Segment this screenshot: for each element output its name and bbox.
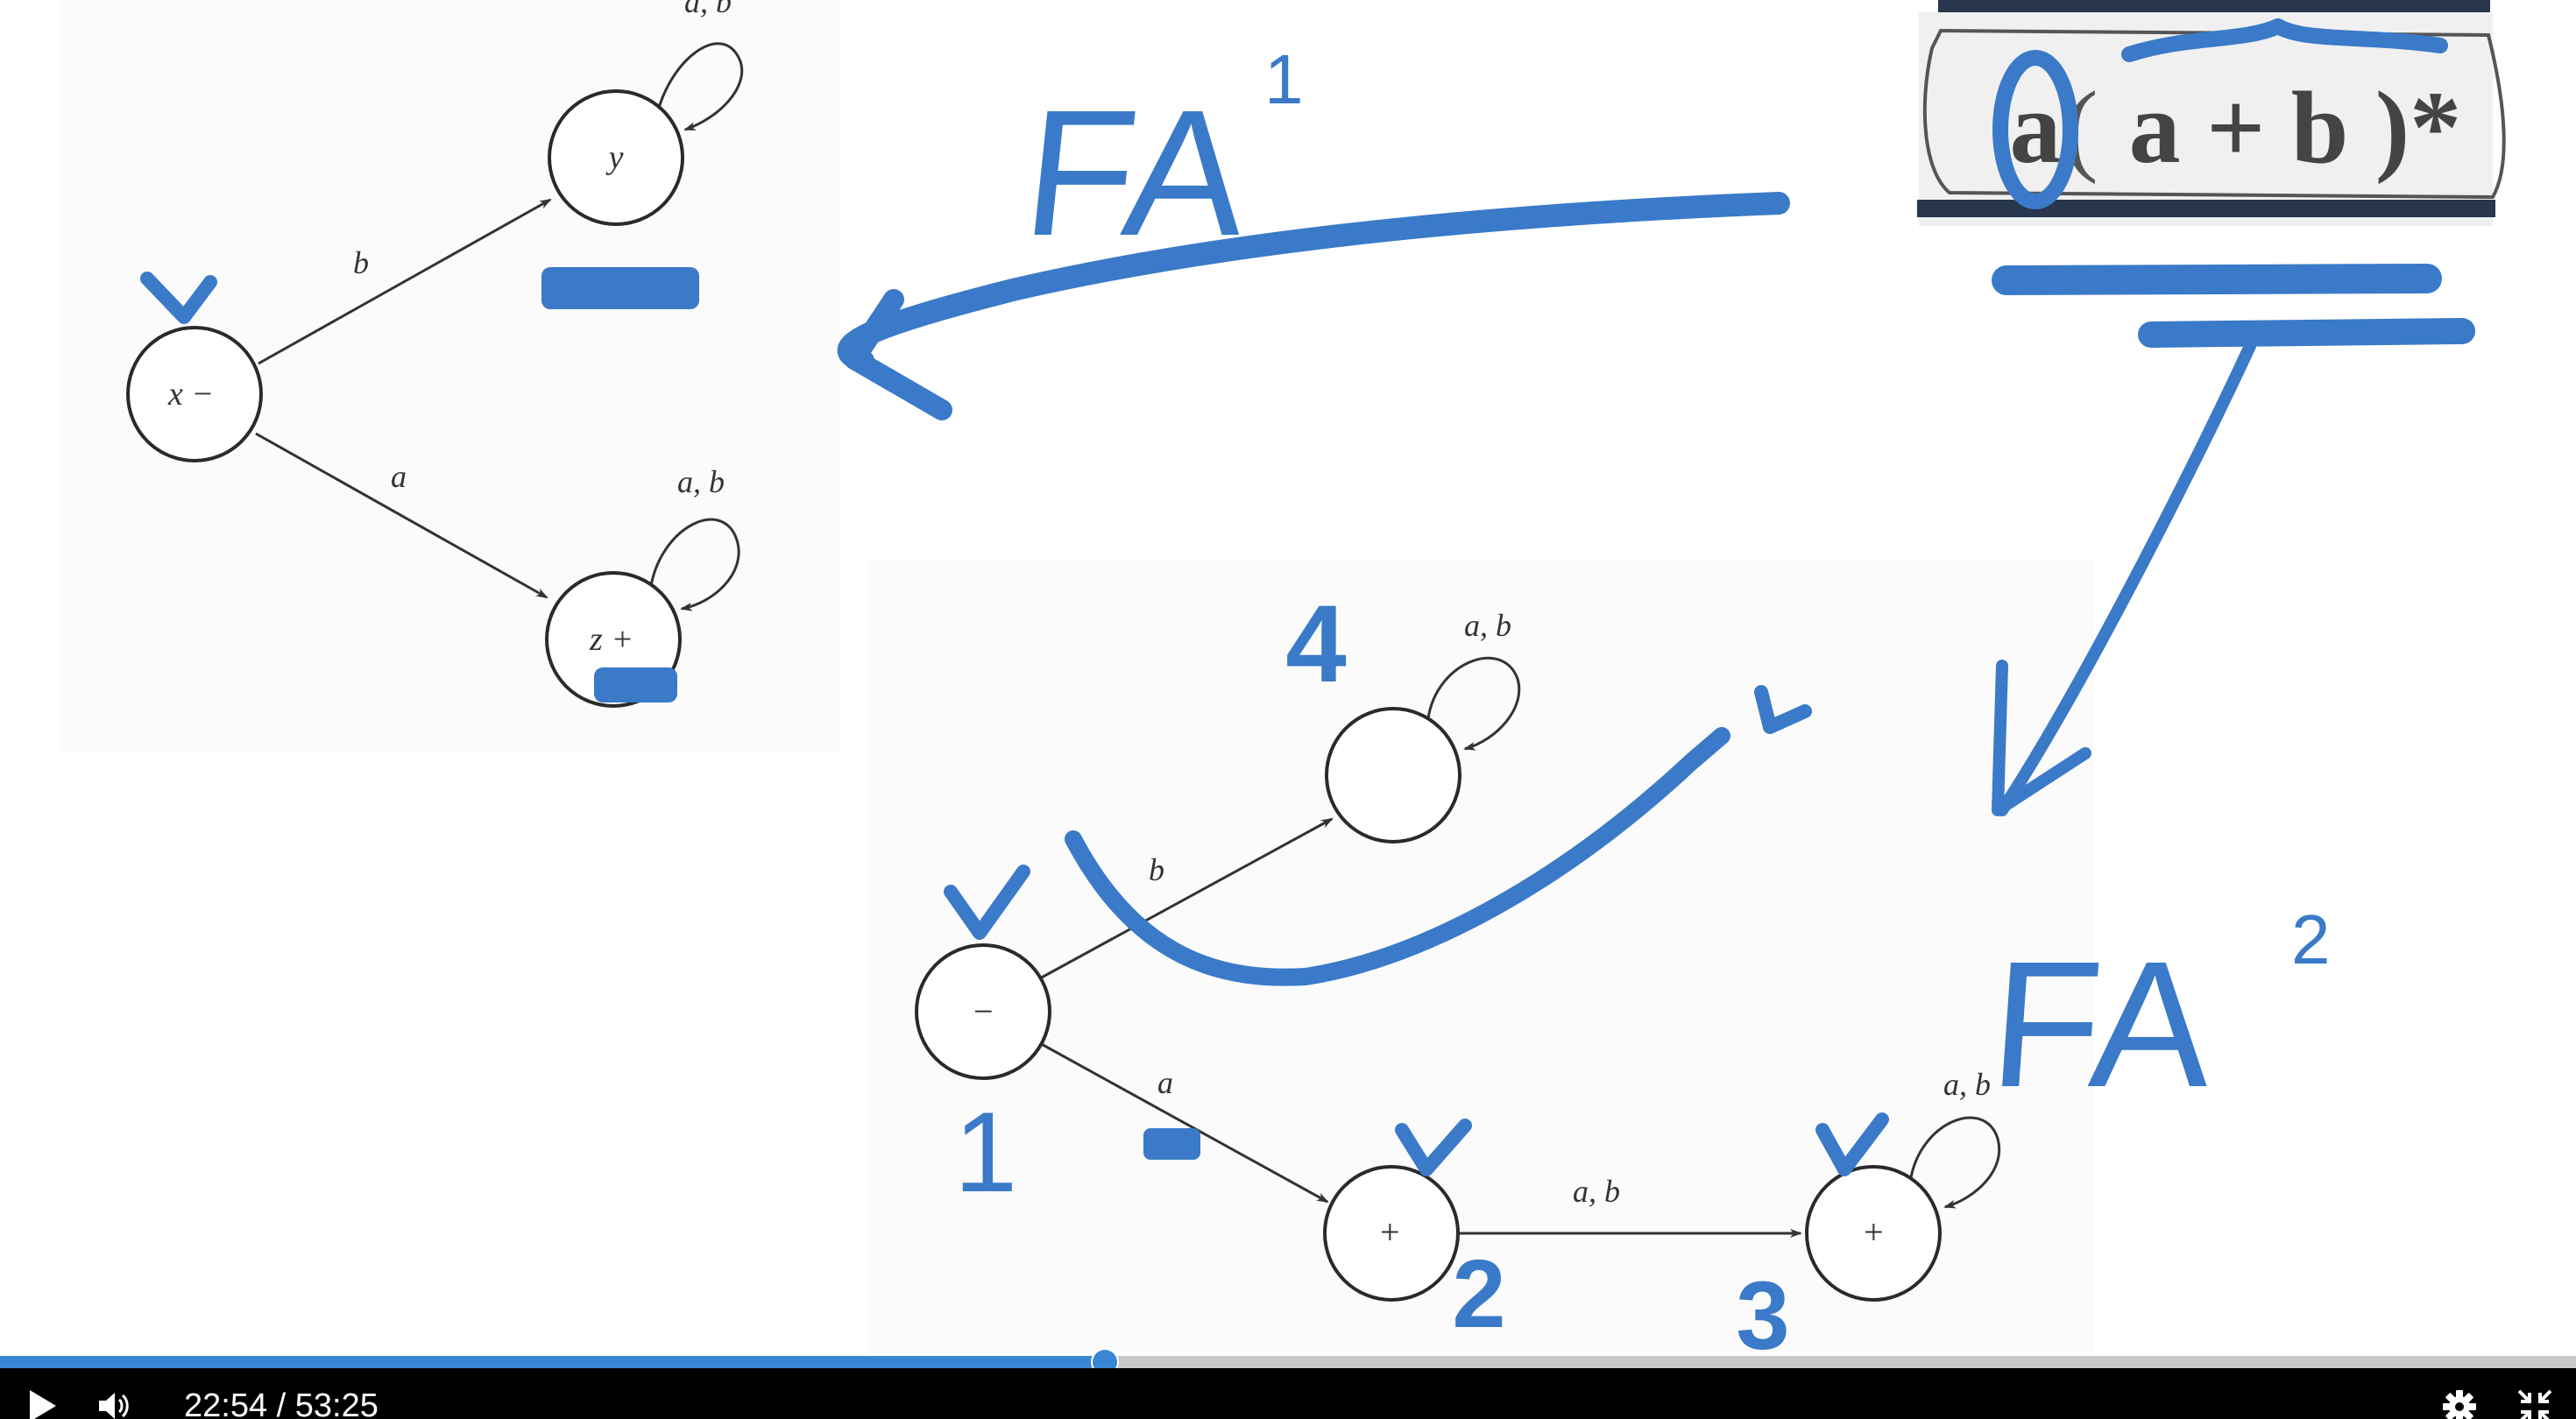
ink-check-fa2-start <box>944 865 1030 940</box>
regex-body: a + b <box>2129 70 2349 185</box>
fa2-accept-state-2-label: + <box>1862 1212 1886 1252</box>
current-time: 22:54 <box>184 1387 268 1419</box>
fa2-accept-state-1 <box>1323 1165 1460 1302</box>
time-separator: / <box>267 1387 295 1419</box>
video-frame[interactable]: x − y z + b a a, b a, b a ( a + b )* <box>0 0 2576 1356</box>
time-readout: 22:54 / 53:25 <box>184 1368 379 1419</box>
player-control-bar: 22:54 / 53:25 <box>0 1368 2576 1419</box>
fa2-edge-ab-label: a, b <box>1573 1174 1620 1209</box>
ink-brace-over-group <box>2121 18 2448 62</box>
fa1-edge-b-label: b <box>353 245 369 280</box>
ink-state-number-2: 2 <box>1452 1240 1505 1348</box>
lecture-whiteboard: x − y z + b a a, b a, b a ( a + b )* <box>126 0 2506 1356</box>
volume-button[interactable] <box>88 1368 142 1419</box>
ink-check-fa1-start <box>140 272 217 324</box>
ink-state-number-3: 3 <box>1736 1262 1789 1356</box>
fa1-state-y <box>548 89 684 226</box>
ink-state-number-1: 1 <box>954 1088 1017 1216</box>
ink-check-fa2-accept-1 <box>1395 1119 1472 1176</box>
handwritten-annotations: FA 1 FA 2 <box>140 18 2475 1356</box>
fa2-accept-state-2 <box>1805 1165 1942 1302</box>
progress-bar-fill <box>0 1356 1106 1368</box>
gear-icon <box>2443 1390 2476 1419</box>
progress-bar[interactable] <box>0 1350 2576 1374</box>
ink-mark-under-z <box>594 667 677 702</box>
play-button[interactable] <box>16 1368 70 1419</box>
settings-button[interactable] <box>2432 1368 2487 1419</box>
ink-label-fa1: FA <box>1016 73 1256 273</box>
ink-check-fa2-accept-2 <box>1815 1112 1889 1176</box>
fa1-state-y-label: y <box>605 139 624 176</box>
ink-underline-1 <box>1992 264 2442 295</box>
volume-icon <box>99 1393 129 1419</box>
fa2-state-top <box>1325 707 1461 844</box>
fa1-edge-b <box>258 198 552 365</box>
regex-outline <box>1922 28 2506 200</box>
fa2-loop-top <box>1426 656 1521 751</box>
fa2-edge-a <box>1037 1041 1329 1204</box>
fa2-diagram: − + + b a a, b a, b a, b <box>915 608 2001 1302</box>
fa1-loop-y <box>654 42 744 131</box>
ink-label-fa2-sup: 2 <box>2291 900 2331 978</box>
ink-arrow-to-fa1-shaft <box>837 192 1790 372</box>
ink-arrow-to-fa1-head <box>844 289 952 420</box>
fa1-state-x <box>126 326 263 462</box>
fa1-loop-z-label: a, b <box>677 464 725 499</box>
ink-mark-under-edge-a <box>1143 1128 1200 1160</box>
ink-state-number-4: 4 <box>1285 583 1347 705</box>
fa2-edge-b <box>1037 817 1334 981</box>
ink-arrow-to-fa2-head <box>1992 660 2091 816</box>
ink-underline-2 <box>2138 318 2475 348</box>
ink-mark-under-y <box>541 267 699 309</box>
regex-first-symbol: a <box>2010 70 2062 185</box>
fa1-state-z-label: z + <box>589 621 633 658</box>
ink-label-fa2: FA <box>1985 924 2219 1125</box>
ink-circle-first-a <box>1992 50 2078 209</box>
regex-top-rule <box>1938 0 2490 12</box>
fa1-loop-y-label: a, b <box>684 0 732 19</box>
fa1-edge-a-label: a <box>391 459 407 494</box>
fa2-accept-state-1-label: + <box>1378 1212 1402 1252</box>
ink-mark-x <box>1754 685 1812 734</box>
fa2-edge-a-label: a <box>1157 1065 1173 1100</box>
fa1-edge-a <box>255 432 548 599</box>
regex-close-star: )* <box>2375 70 2461 185</box>
fa1-start-state-label: x − <box>167 376 214 413</box>
ink-bracket-dead-branch <box>1065 727 1730 986</box>
fa2-loop-right <box>1908 1116 2001 1209</box>
fa2-loop-right-label: a, b <box>1943 1067 1991 1102</box>
ink-label-fa1-sup: 1 <box>1264 40 1304 118</box>
play-icon <box>30 1390 56 1419</box>
fa1-loop-z <box>648 518 740 611</box>
exit-fullscreen-button[interactable] <box>2508 1368 2562 1419</box>
fa2-start-state-label: − <box>972 992 995 1031</box>
fa2-loop-top-label: a, b <box>1464 608 1511 643</box>
total-time: 53:25 <box>294 1387 379 1419</box>
exit-fullscreen-icon <box>2517 1389 2552 1419</box>
regex-bottom-rule <box>1917 200 2495 217</box>
ink-arrow-to-fa2-shaft <box>1996 340 2256 816</box>
fa2-start-state <box>915 943 1051 1080</box>
fa2-edge-b-label: b <box>1149 852 1164 887</box>
